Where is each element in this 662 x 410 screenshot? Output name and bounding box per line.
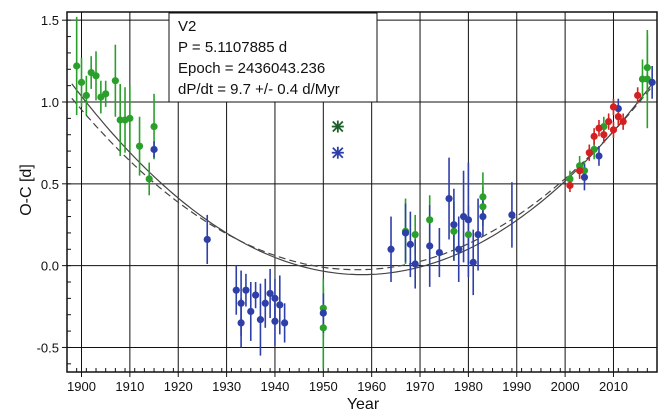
green-data-point (479, 203, 487, 211)
green-data-point (126, 114, 134, 122)
axis-ticks: 1900 1910 1920 1930 1940 1950 1960 1970 1980 1990… (37, 13, 658, 394)
x-tick-label: 1920 (164, 379, 193, 394)
blue-data-point (464, 216, 472, 224)
blue-data-point (266, 289, 274, 298)
blue-data-point (232, 286, 240, 294)
blue-data-point (247, 307, 255, 316)
blue-data-point (469, 258, 477, 266)
info-box-frame (168, 12, 378, 103)
x-tick-label: 1970 (406, 379, 435, 394)
y-tick-label: 0.5 (41, 177, 59, 192)
blue-data-point (271, 294, 279, 302)
x-tick-label: 1910 (115, 379, 144, 394)
green-data-point (145, 175, 153, 183)
x-tick-label: 2010 (599, 379, 628, 394)
y-tick-label: 1.0 (41, 95, 59, 110)
blue-data-point (435, 248, 443, 257)
blue-data-point (387, 245, 395, 253)
x-tick-label: 1960 (357, 379, 386, 394)
green-data-point (464, 230, 472, 239)
red-data-point (590, 132, 598, 140)
green-data-point (566, 175, 574, 183)
blue-data-point (237, 299, 245, 307)
red-data-point (614, 113, 622, 121)
red-data-point (609, 103, 618, 111)
fit-curve-dashed (71, 86, 653, 271)
y-tick-label: 1.5 (41, 13, 59, 28)
blue-data-point (401, 229, 410, 237)
blue-data-point (271, 317, 279, 325)
blue-data-point (261, 299, 269, 307)
green-data-point (450, 227, 458, 235)
blue-data-point (150, 145, 158, 154)
red-data-point (609, 126, 618, 134)
blue-data-point (580, 173, 589, 181)
green-data-point (111, 77, 119, 85)
blue-data-point (450, 221, 458, 229)
x-tick-label: 1940 (260, 379, 289, 394)
x-tick-label: 1930 (212, 379, 241, 394)
blue-data-point (319, 309, 327, 317)
blue-data-point (252, 291, 260, 299)
x-axis-label: Year (347, 396, 380, 410)
red-data-point (619, 118, 627, 126)
red-data-point (634, 91, 642, 100)
green-data-point (411, 230, 419, 239)
x-tick-label: 2000 (551, 379, 580, 394)
blue-data-point (474, 230, 482, 239)
blue-data-point (411, 260, 419, 268)
green-data-point (82, 91, 90, 100)
red-data-point (566, 181, 574, 190)
x-tick-label: 1990 (502, 379, 531, 394)
fit-curve-solid (71, 83, 653, 276)
x-tick-label: 1980 (454, 379, 483, 394)
red-data-point (605, 118, 613, 126)
green-data-point (150, 122, 158, 131)
green-data-point (73, 62, 81, 70)
plot-frame (66, 11, 658, 373)
y-axis-label: O-C [d] (18, 164, 35, 216)
info-period-change: dP/dt = 9.7 +/- 0.4 d/Myr (178, 81, 340, 98)
green-data-point (135, 142, 144, 150)
green-data-point (426, 216, 434, 224)
blue-data-point (276, 301, 284, 309)
green-data-point (643, 64, 651, 72)
blue-data-point (203, 235, 211, 244)
green-data-point (102, 90, 110, 98)
red-data-point (595, 124, 603, 132)
green-data-point (319, 324, 327, 332)
green-data-point (77, 78, 86, 86)
blue-data-point (455, 245, 463, 253)
x-tick-label: 1900 (67, 379, 96, 394)
blue-data-point (281, 319, 289, 327)
blue-data-point (445, 194, 453, 203)
blue-data-point (508, 211, 516, 219)
blue-data-point (648, 78, 656, 86)
blue-data-point (242, 286, 250, 294)
red-data-point (576, 167, 584, 175)
y-tick-label: -0.5 (37, 340, 59, 355)
red-data-point (585, 149, 593, 157)
x-tick-label: 1950 (309, 379, 338, 394)
data-points (73, 62, 656, 332)
info-box: V2 P = 5.1107885 d Epoch = 2436043.236 d… (168, 12, 378, 103)
green-data-point (479, 193, 487, 201)
info-epoch: Epoch = 2436043.236 (178, 60, 325, 77)
fit-curves (71, 83, 653, 276)
info-star-name: V2 (178, 18, 196, 35)
blue-data-point (256, 316, 265, 324)
blue-data-point (595, 152, 603, 160)
red-data-point (600, 131, 608, 139)
green-data-point (92, 72, 100, 80)
blue-data-point (406, 240, 414, 248)
blue-data-point (426, 242, 434, 250)
y-tick-label: 0.0 (41, 259, 59, 274)
info-period: P = 5.1107885 d (178, 39, 287, 56)
blue-data-point (479, 212, 487, 221)
blue-data-point (237, 319, 245, 327)
